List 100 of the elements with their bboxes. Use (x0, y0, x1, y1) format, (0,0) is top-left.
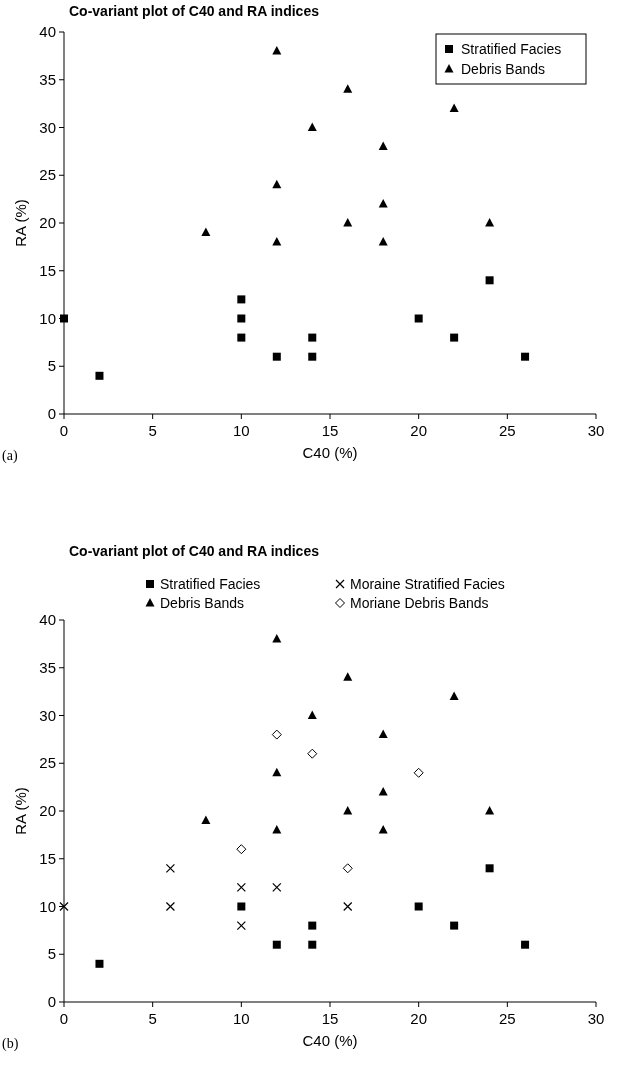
point (272, 179, 282, 189)
point (378, 786, 388, 796)
y-tick-label: 35 (39, 658, 56, 676)
point (378, 729, 388, 739)
point (450, 921, 459, 930)
point (342, 863, 353, 874)
legend-label: Moraine Stratified Facies (350, 576, 505, 592)
x-tick-label: 15 (321, 422, 339, 439)
point (413, 767, 424, 778)
y-tick-label: 35 (39, 70, 56, 88)
x-tick-label: 0 (59, 1010, 69, 1027)
point (165, 901, 175, 912)
point (272, 825, 282, 834)
y-tick-label: 10 (39, 897, 56, 915)
y-tick-label: 15 (39, 261, 56, 279)
x-tick-label: 15 (321, 1010, 339, 1027)
x-axis-title: C40 (%) (302, 444, 358, 461)
point (272, 634, 282, 643)
legend-label: Stratified Facies (461, 41, 562, 57)
point (237, 295, 246, 304)
x-axis-title: C40 (%) (302, 1032, 358, 1049)
point (449, 691, 459, 700)
x-tick-label: 30 (587, 422, 605, 439)
point (272, 940, 281, 949)
point (95, 959, 104, 968)
y-tick-label: 40 (39, 611, 56, 628)
x-tick-label: 25 (498, 1010, 516, 1027)
y-tick-label: 40 (39, 23, 56, 40)
point (343, 901, 353, 912)
x-tick-label: 10 (232, 422, 250, 439)
y-axis-title: RA (%) (12, 199, 29, 247)
x-tick-label: 30 (587, 1010, 605, 1027)
y-tick-label: 25 (39, 166, 56, 184)
point (308, 352, 317, 361)
y-tick-label: 15 (39, 849, 56, 867)
legend-label: Stratified Facies (160, 576, 261, 592)
point (343, 672, 353, 681)
y-tick-label: 10 (39, 309, 56, 327)
point (485, 218, 495, 227)
x-tick-label: 0 (59, 422, 69, 439)
y-tick-label: 0 (47, 405, 56, 422)
point (343, 84, 353, 93)
x-tick-label: 20 (410, 1010, 428, 1027)
y-tick-label: 20 (39, 214, 56, 231)
point (237, 314, 246, 323)
y-tick-label: 20 (39, 802, 56, 819)
point (449, 103, 459, 112)
point (378, 141, 388, 151)
y-tick-label: 0 (47, 993, 56, 1010)
point (414, 314, 423, 323)
point (236, 921, 246, 931)
point (521, 352, 530, 361)
y-tick-label: 25 (39, 754, 56, 772)
point (308, 921, 317, 930)
legend-label: Debris Bands (160, 595, 245, 611)
point (378, 237, 388, 246)
point (450, 333, 459, 342)
point (343, 218, 353, 227)
point (343, 806, 353, 815)
chart-title: Co-variant plot of C40 and RA indices (69, 543, 320, 559)
point (307, 710, 317, 719)
point (308, 940, 317, 949)
point (236, 882, 246, 892)
point (485, 864, 494, 873)
point (272, 767, 282, 777)
legend-label: Debris Bands (461, 61, 546, 77)
point (521, 940, 530, 949)
y-tick-label: 5 (47, 945, 56, 963)
y-axis-title: RA (%) (12, 787, 29, 835)
chart-title: Co-variant plot of C40 and RA indices (69, 3, 320, 19)
point (414, 902, 423, 911)
point (271, 729, 282, 740)
point (59, 901, 69, 912)
x-tick-label: 10 (232, 1010, 250, 1027)
point (307, 748, 318, 759)
y-tick-label: 5 (47, 357, 56, 375)
point (165, 863, 175, 873)
y-tick-label: 30 (39, 118, 56, 136)
point (95, 371, 104, 380)
point (378, 825, 388, 834)
point (485, 276, 494, 285)
point (272, 352, 281, 361)
point (308, 333, 317, 342)
point (272, 237, 282, 246)
x-tick-label: 5 (148, 1010, 157, 1027)
point (236, 844, 247, 855)
point (272, 46, 282, 55)
point (60, 314, 68, 323)
point (237, 333, 246, 342)
point (307, 122, 317, 131)
legend-label: Moriane Debris Bands (350, 595, 489, 611)
x-tick-label: 25 (498, 422, 516, 439)
text: (b) (2, 1036, 19, 1052)
point (201, 227, 211, 237)
point (378, 198, 388, 208)
point (485, 806, 495, 815)
point (237, 902, 246, 911)
x-tick-label: 20 (410, 422, 428, 439)
point (272, 882, 282, 892)
point (201, 815, 211, 825)
